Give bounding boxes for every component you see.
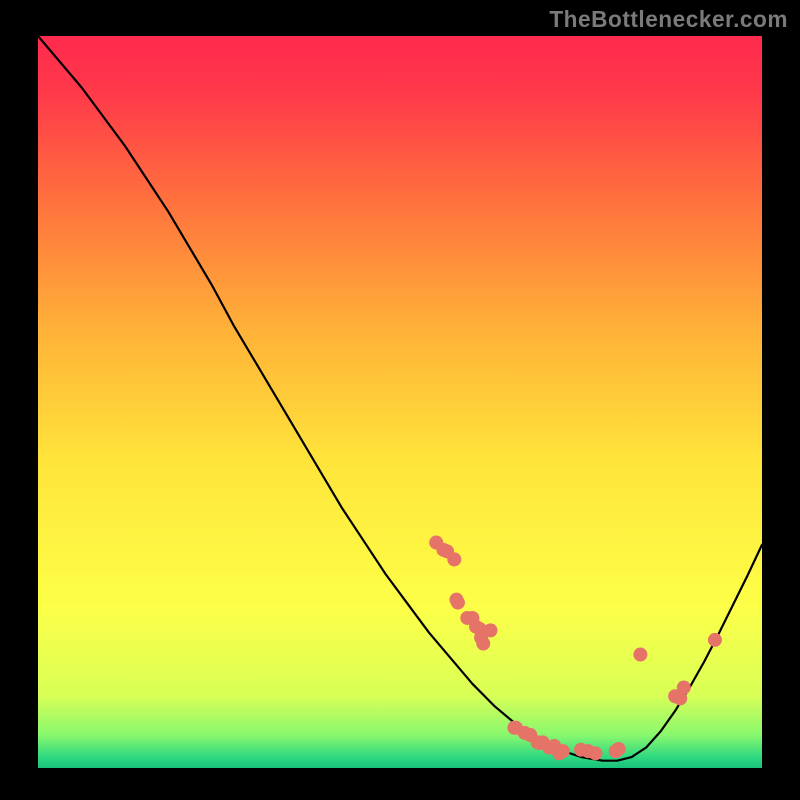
chart-frame: TheBottlenecker.com xyxy=(0,0,800,800)
scatter-points xyxy=(38,36,762,768)
plot-area xyxy=(38,36,762,768)
watermark-text: TheBottlenecker.com xyxy=(549,6,788,33)
scatter-point xyxy=(708,633,722,647)
scatter-point xyxy=(484,623,498,637)
scatter-point xyxy=(476,637,490,651)
scatter-point xyxy=(556,744,570,758)
scatter-point xyxy=(633,648,647,662)
scatter-point xyxy=(451,596,465,610)
scatter-point xyxy=(677,680,691,694)
scatter-point xyxy=(612,742,626,756)
scatter-point xyxy=(447,552,461,566)
scatter-point xyxy=(588,746,602,760)
